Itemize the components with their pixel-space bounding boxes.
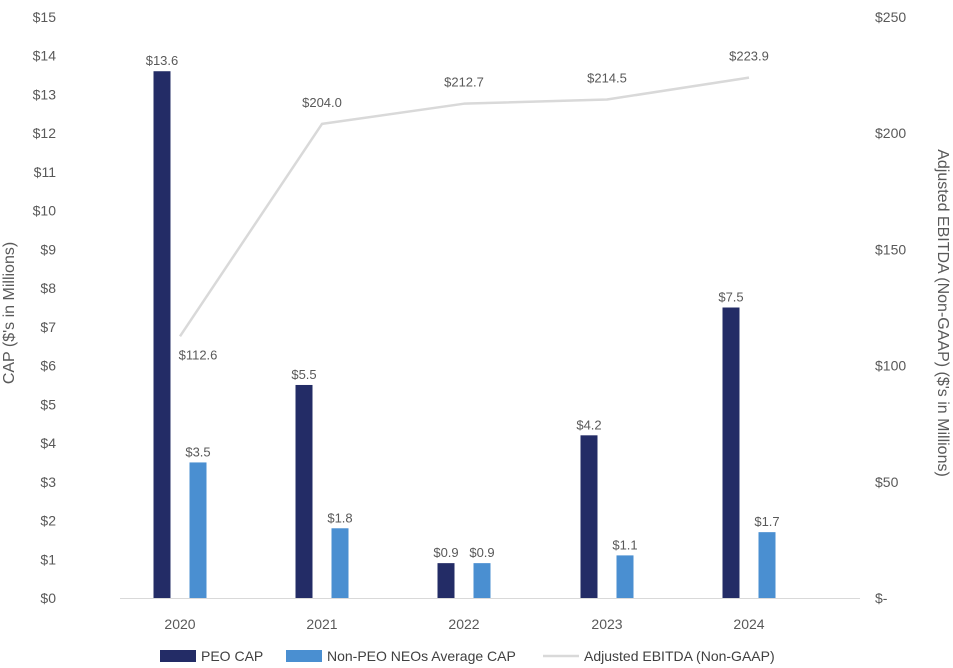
bar-layer: $13.6 $5.5 $0.9 $4.2 $7.5 $3.5 $1.8 $0.9 $1.1 $1.… — [146, 53, 780, 598]
non-peo-cap-bar-label: $1.1 — [612, 537, 637, 552]
right-axis-ticks: $- $50 $100 $150 $200 $250 — [875, 9, 906, 606]
left-tick-label: $12 — [33, 125, 57, 141]
x-tick-label: 2024 — [733, 616, 764, 632]
non-peo-cap-bar — [189, 462, 207, 598]
left-tick-label: $0 — [40, 590, 56, 606]
non-peo-cap-bar-label: $1.8 — [327, 510, 352, 525]
left-tick-label: $14 — [33, 48, 57, 64]
x-tick-label: 2022 — [448, 616, 479, 632]
left-tick-label: $9 — [40, 241, 56, 257]
peo-cap-bar-label: $4.2 — [576, 417, 601, 432]
left-tick-label: $11 — [34, 164, 57, 180]
non-peo-cap-bar — [758, 532, 776, 598]
non-peo-cap-bar-label: $1.7 — [754, 514, 779, 529]
x-tick-label: 2023 — [591, 616, 622, 632]
legend-label-adjusted-ebitda: Adjusted EBITDA (Non-GAAP) — [584, 648, 775, 664]
legend: PEO CAP Non-PEO NEOs Average CAP Adjusted … — [160, 648, 775, 664]
left-tick-label: $15 — [33, 9, 57, 25]
adjusted-ebitda-label: $212.7 — [444, 75, 484, 90]
right-tick-label: $250 — [875, 9, 906, 25]
legend-label-non-peo-cap: Non-PEO NEOs Average CAP — [327, 648, 516, 664]
legend-label-peo-cap: PEO CAP — [201, 648, 263, 664]
right-tick-label: $- — [875, 590, 888, 606]
non-peo-cap-bar-label: $0.9 — [469, 545, 494, 560]
x-tick-label: 2020 — [164, 616, 195, 632]
x-axis-ticks: 2020 2021 2022 2023 2024 — [164, 616, 764, 632]
adjusted-ebitda-label: $214.5 — [587, 71, 627, 86]
adjusted-ebitda-label: $112.6 — [179, 347, 218, 362]
non-peo-cap-bar — [616, 555, 634, 598]
right-axis-title: Adjusted EBITDA (Non-GAAP) ($'s in Milli… — [934, 149, 951, 477]
peo-cap-bar-label: $7.5 — [718, 290, 743, 305]
legend-swatch-non-peo-cap — [286, 650, 322, 662]
peo-cap-bar — [295, 384, 313, 598]
left-axis-title: CAP ($'s in Millions) — [1, 242, 18, 384]
peo-cap-bar — [722, 307, 740, 598]
right-tick-label: $150 — [875, 241, 906, 257]
non-peo-cap-bar — [473, 563, 491, 598]
adjusted-ebitda-label: $223.9 — [729, 49, 769, 64]
left-tick-label: $13 — [33, 86, 57, 102]
x-tick-label: 2021 — [306, 616, 337, 632]
left-tick-label: $6 — [40, 358, 56, 374]
right-tick-label: $100 — [875, 358, 906, 374]
left-tick-label: $5 — [40, 396, 56, 412]
left-tick-label: $1 — [40, 551, 56, 567]
line-layer: $112.6 $204.0 $212.7 $214.5 $223.9 — [179, 49, 769, 363]
left-tick-label: $10 — [33, 203, 57, 219]
peo-cap-bar — [580, 435, 598, 598]
peo-cap-bar — [153, 71, 171, 598]
left-tick-label: $4 — [40, 435, 56, 451]
peo-cap-bar-label: $13.6 — [146, 53, 179, 68]
left-axis-ticks: $0 $1 $2 $3 $4 $5 $6 $7 $8 $9 $10 $11 $12 $13 $14 $15 — [33, 9, 57, 606]
peo-cap-bar-label: $5.5 — [291, 367, 316, 382]
non-peo-cap-bar — [331, 528, 349, 598]
left-tick-label: $3 — [40, 474, 56, 490]
peo-cap-bar — [437, 563, 455, 598]
right-tick-label: $50 — [875, 474, 899, 490]
non-peo-cap-bar-label: $3.5 — [185, 444, 210, 459]
legend-swatch-peo-cap — [160, 650, 196, 662]
adjusted-ebitda-line — [178, 76, 750, 338]
peo-cap-bar-label: $0.9 — [433, 545, 458, 560]
left-tick-label: $7 — [40, 319, 56, 335]
right-tick-label: $200 — [875, 125, 906, 141]
left-tick-label: $2 — [40, 513, 56, 529]
adjusted-ebitda-label: $204.0 — [302, 95, 342, 110]
left-tick-label: $8 — [40, 280, 56, 296]
